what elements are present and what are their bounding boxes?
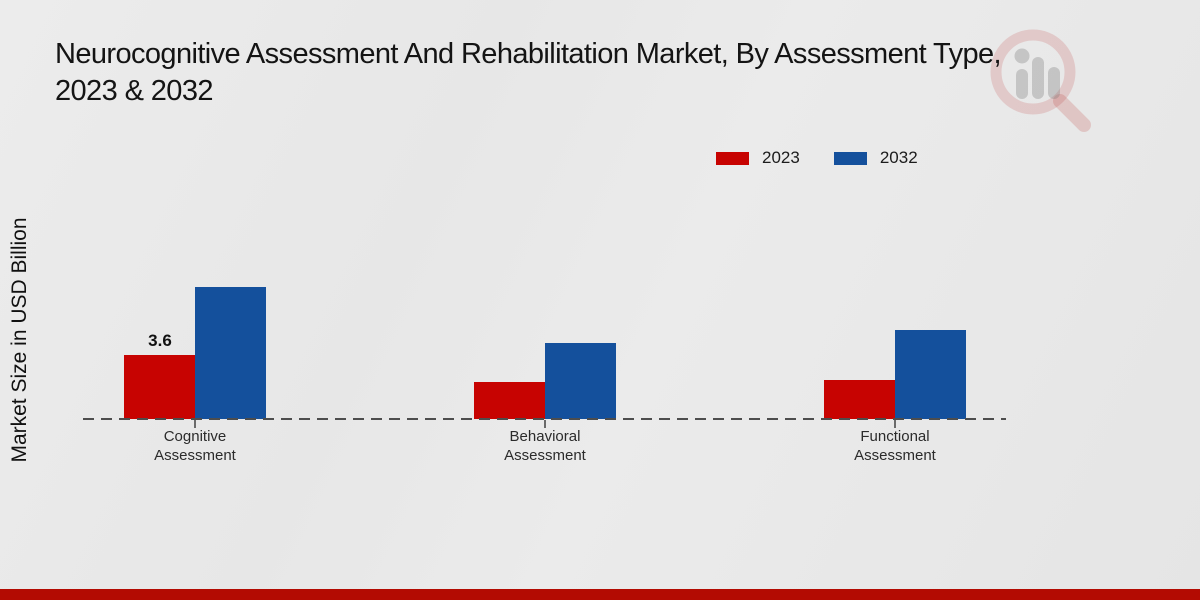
chart-legend: 2023 2032 xyxy=(716,148,918,168)
x-axis-tick xyxy=(894,420,896,428)
magnifier-bar-chart-logo-icon xyxy=(990,29,1091,132)
x-axis-baseline xyxy=(83,418,1006,420)
bar-2023-behavioral-assessment xyxy=(474,382,545,419)
bar-2023-functional-assessment xyxy=(824,380,895,419)
footer-accent-bar xyxy=(0,589,1200,600)
legend-swatch-2023 xyxy=(716,151,749,165)
legend-item-2023: 2023 xyxy=(716,148,800,168)
x-axis-tick xyxy=(544,420,546,428)
bar-2023-cognitive-assessment xyxy=(124,355,195,419)
bar-2032-behavioral-assessment xyxy=(545,343,616,419)
chart-title: Neurocognitive Assessment And Rehabilita… xyxy=(55,38,1002,107)
bar-2032-cognitive-assessment xyxy=(195,287,266,419)
legend-swatch-2032 xyxy=(833,151,867,165)
legend-label-2023: 2023 xyxy=(762,148,800,167)
category-label-cognitive-assessment: Cognitive Assessment xyxy=(154,428,236,464)
x-axis-tick xyxy=(194,420,196,428)
bar-2032-functional-assessment xyxy=(895,330,966,419)
category-label-behavioral-assessment: Behavioral Assessment xyxy=(504,428,586,464)
value-label-2023-cognitive-assessment: 3.6 xyxy=(148,331,172,350)
category-label-functional-assessment: Functional Assessment xyxy=(854,428,936,464)
legend-label-2032: 2032 xyxy=(879,148,918,167)
legend-item-2032: 2032 xyxy=(833,148,918,168)
